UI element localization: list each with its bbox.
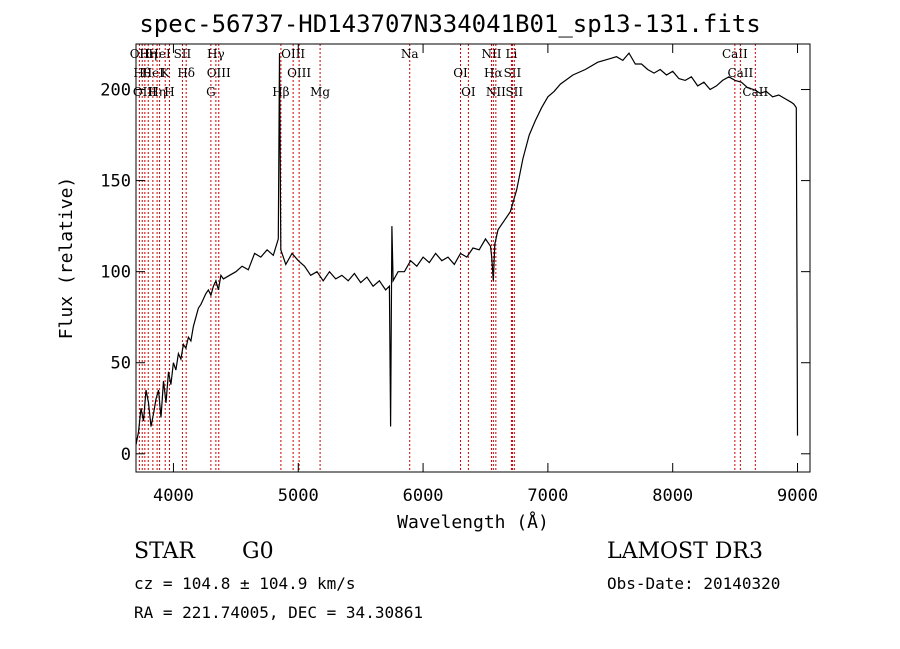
spectral-line-label: Hθ (133, 66, 151, 80)
spectral-line-label: OIII (281, 47, 305, 61)
y-tick-label: 50 (111, 354, 131, 374)
ra-dec: RA = 221.74005, DEC = 34.30861 (134, 603, 423, 622)
x-tick-label: 6000 (403, 486, 444, 506)
spectral-line-label: OIII (133, 85, 157, 99)
spectral-line-label: Na (401, 47, 419, 61)
object-class: STAR (134, 539, 195, 564)
y-tick-label: 150 (100, 172, 131, 192)
spectral-line-label: Mg (310, 85, 330, 99)
spectral-line-label: CaII (722, 47, 748, 61)
spectral-line-label: K (161, 66, 171, 80)
spectral-line-label: Hη (148, 85, 166, 99)
y-axis-label: Flux (relative) (56, 177, 77, 340)
spectral-line-label: SII (174, 47, 192, 61)
spectral-line-label: HeI (148, 47, 171, 61)
x-tick-label: 4000 (153, 486, 194, 506)
spectral-line-label: Li (506, 47, 518, 61)
survey-name: LAMOST DR3 (607, 539, 763, 564)
spectral-line-label: HeI (142, 66, 165, 80)
spectral-line-label: H (164, 85, 174, 99)
plot-frame (135, 43, 811, 473)
flux-series-line (135, 52, 799, 445)
spectral-line-label: Hδ (177, 66, 195, 80)
redshift-cz: cz = 104.8 ± 104.9 km/s (134, 574, 356, 593)
x-tick-label: 7000 (527, 486, 568, 506)
spectral-line-label: OIII (287, 66, 311, 80)
y-tick-label: 200 (100, 81, 131, 101)
x-axis-label: Wavelength (Å) (397, 511, 549, 533)
x-tick-label: 5000 (278, 486, 319, 506)
spectral-line-label: NII (481, 47, 501, 61)
object-subclass: G0 (242, 539, 274, 564)
spectral-line-label: OI (461, 85, 476, 99)
x-tick-label: 9000 (777, 486, 818, 506)
obs-date: Obs-Date: 20140320 (607, 574, 781, 593)
spectral-line-label: G (206, 85, 216, 99)
spectral-line-label: NII (486, 85, 506, 99)
spectral-line-label: SII (504, 66, 522, 80)
spectral-line-label: Hα (484, 66, 503, 80)
spectral-line-label: OIII (207, 66, 231, 80)
y-tick-label: 0 (121, 445, 131, 465)
spectral-line-label: OI (453, 66, 468, 80)
spectral-line-label: Hγ (207, 47, 225, 61)
spectral-line-label: CaII (727, 66, 753, 80)
chart-title: spec-56737-HD143707N334041B01_sp13-131.f… (139, 10, 761, 38)
x-tick-label: 8000 (652, 486, 693, 506)
spectral-line-label: SII (505, 85, 523, 99)
spectrum-chart: OIIHθOIIIHηHeIHηHeIKHSIIHδGHγOIIIHβOIIIO… (56, 43, 818, 533)
spectral-line-label: Hβ (272, 85, 289, 99)
y-tick-label: 100 (100, 263, 131, 283)
